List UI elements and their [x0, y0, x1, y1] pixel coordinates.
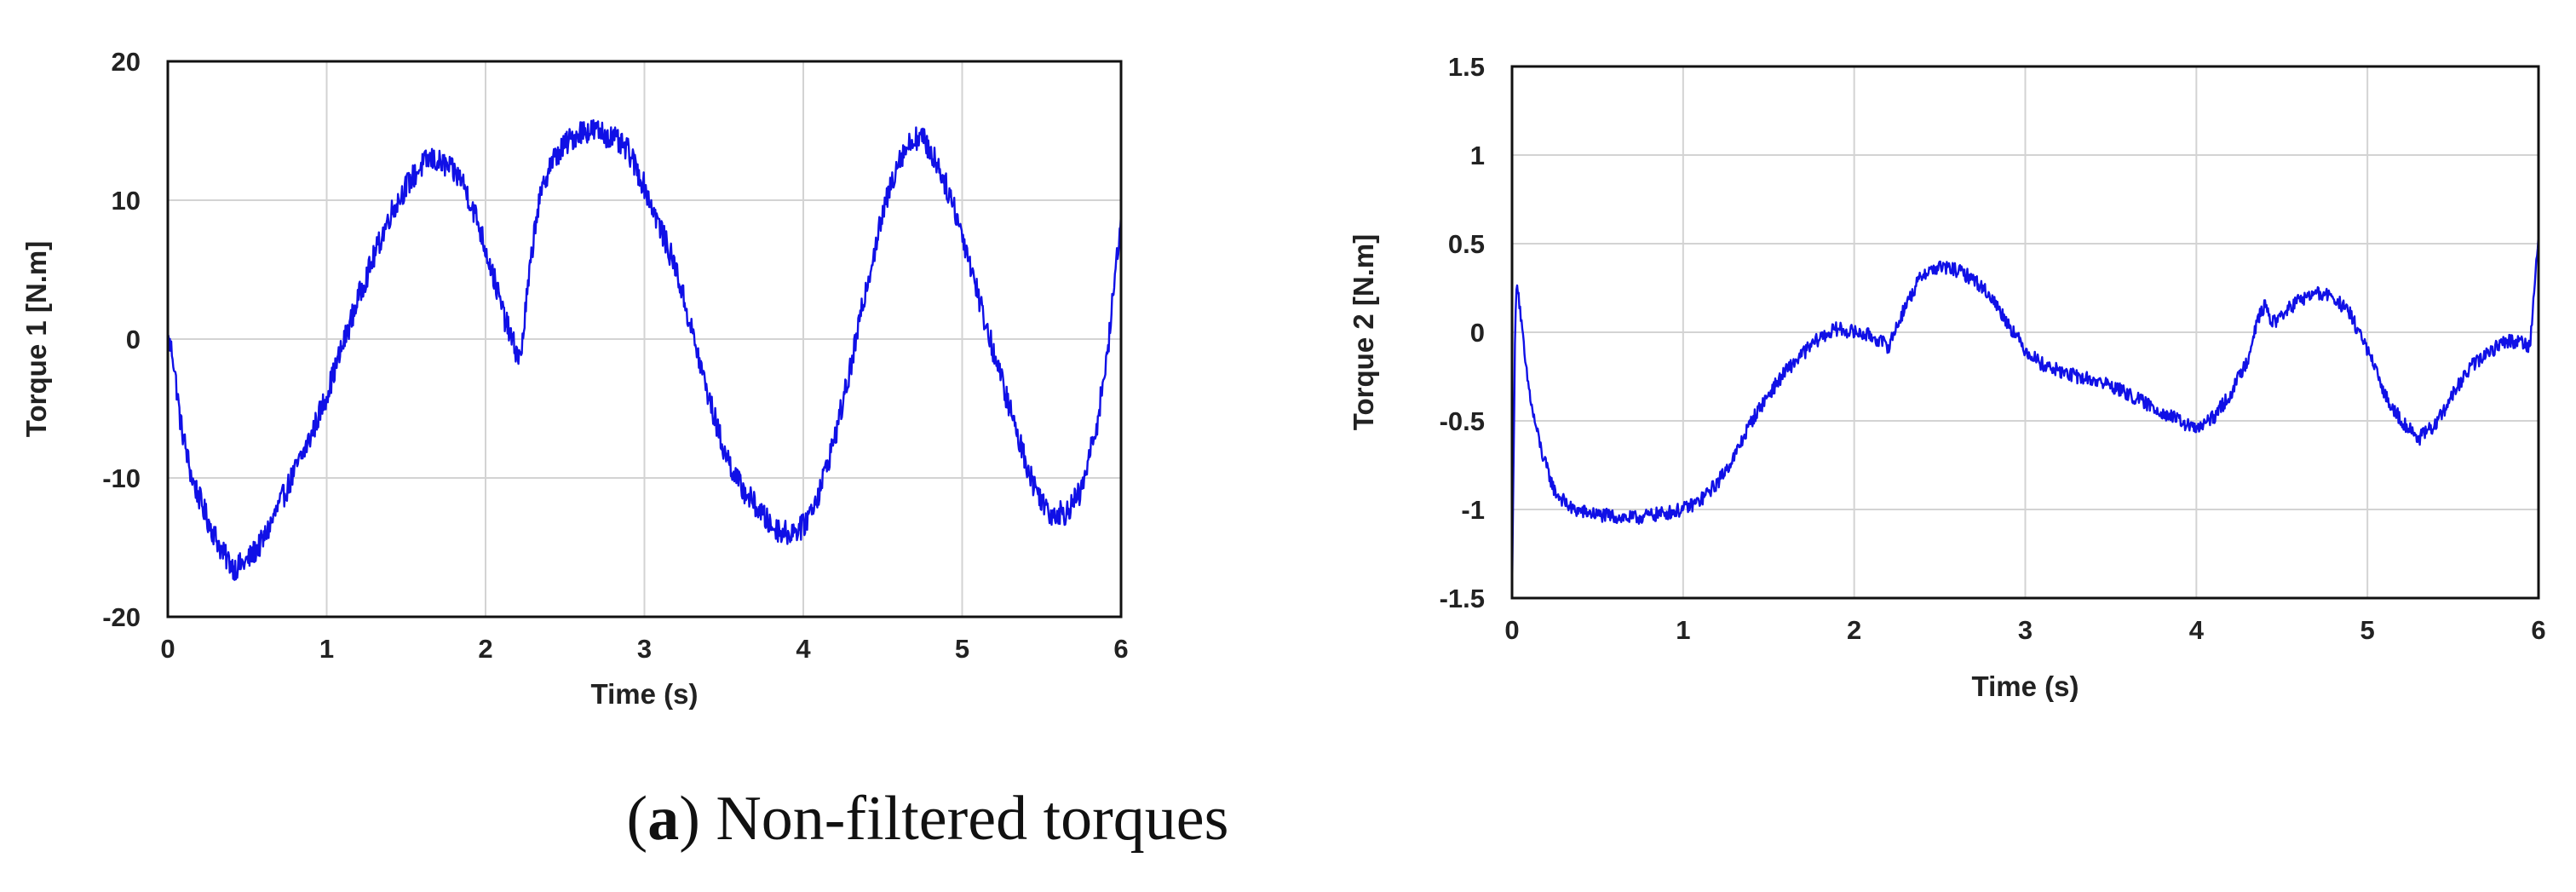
y-axis-label: Torque 1 [N.m]	[20, 241, 52, 437]
x-tick-label: 1	[319, 634, 334, 664]
y-tick-label: 1	[1470, 141, 1485, 170]
x-tick-label: 5	[2360, 615, 2375, 645]
x-axis-label: Time (s)	[591, 678, 699, 710]
x-tick-label: 5	[955, 634, 969, 664]
series-line	[166, 118, 1123, 581]
y-axis-label: Torque 2 [N.m]	[1348, 234, 1379, 430]
caption-letter: a	[647, 784, 679, 854]
y-tick-label: -1	[1461, 495, 1485, 525]
y-tick-label: -0.5	[1440, 406, 1485, 436]
y-tick-label: 0	[126, 325, 141, 354]
torque-1-chart: 0 1 2 3 4 5 6 -20 -10 0 10 20 Time (s) Torque 1 [N.m]	[20, 47, 1129, 710]
y-tick-label: -20	[102, 602, 141, 632]
x-tick-label: 6	[2531, 615, 2545, 645]
y-tick-label: 0	[1470, 318, 1485, 348]
series-line	[1510, 234, 2540, 599]
x-tick-label: 2	[1847, 615, 1861, 645]
plot-frame	[1510, 65, 2540, 600]
x-axis-label: Time (s)	[1972, 670, 2079, 702]
y-tick-label: 20	[112, 47, 141, 77]
x-tick-label: 0	[1504, 615, 1519, 645]
x-tick-label: 4	[796, 634, 811, 664]
caption-text: ) Non-filtered torques	[679, 784, 1228, 854]
y-tick-label: 10	[112, 186, 141, 216]
y-tick-label: -1.5	[1440, 584, 1485, 613]
x-tick-label: 3	[637, 634, 652, 664]
y-tick-label: 1.5	[1448, 52, 1485, 82]
x-tick-label: 0	[160, 634, 175, 664]
x-tick-label: 4	[2189, 615, 2205, 645]
figure-caption: (a) Non-filtered torques	[627, 784, 1229, 854]
x-tick-label: 3	[2018, 615, 2033, 645]
y-tick-label: -10	[102, 463, 141, 493]
plot-frame	[166, 60, 1123, 619]
caption-open-paren: (	[627, 784, 648, 854]
x-tick-label: 1	[1676, 615, 1690, 645]
x-tick-label: 6	[1113, 634, 1128, 664]
torque-2-chart: 0 1 2 3 4 5 6 -1.5 -1 -0.5 0 0.5 1 1.5 Time (s) Torque …	[1348, 52, 2546, 702]
y-tick-label: 0.5	[1448, 229, 1485, 259]
x-tick-label: 2	[478, 634, 492, 664]
